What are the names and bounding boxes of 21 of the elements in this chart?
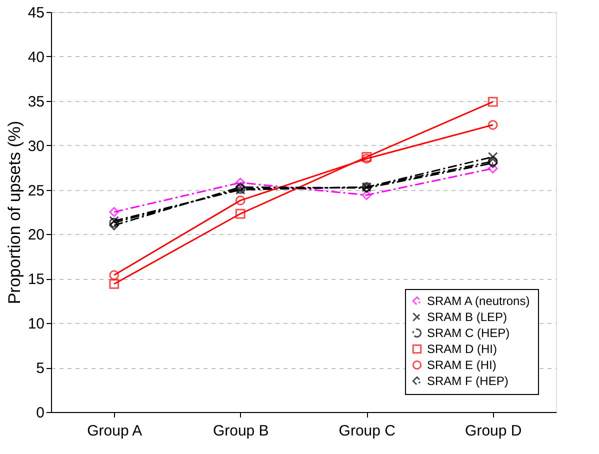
- x-tick-label: Group B: [212, 422, 269, 440]
- legend-label: SRAM C (HEP): [427, 326, 510, 340]
- y-tick-label: 25: [28, 182, 44, 200]
- legend-label: SRAM A (neutrons): [427, 294, 530, 308]
- x-tick-label: Group C: [338, 422, 396, 440]
- y-tick-label: 45: [28, 4, 44, 22]
- y-axis-title: Proportion of upsets (%): [4, 120, 24, 304]
- x-tick-label: Group D: [465, 422, 522, 440]
- x-tick-label: Group A: [87, 422, 142, 440]
- y-tick-label: 40: [28, 48, 44, 66]
- y-tick-label: 20: [28, 226, 44, 244]
- y-tick-label: 5: [36, 360, 44, 378]
- y-tick-label: 35: [28, 93, 44, 110]
- y-tick-label: 10: [28, 316, 44, 333]
- y-tick-label: 15: [28, 271, 44, 288]
- legend-label: SRAM F (HEP): [427, 374, 508, 388]
- y-tick-label: 0: [36, 404, 44, 422]
- legend-label: SRAM E (HI): [427, 358, 496, 372]
- y-tick-label: 30: [28, 138, 44, 155]
- legend-label: SRAM D (HI): [427, 342, 497, 356]
- legend-label: SRAM B (LEP): [427, 310, 508, 324]
